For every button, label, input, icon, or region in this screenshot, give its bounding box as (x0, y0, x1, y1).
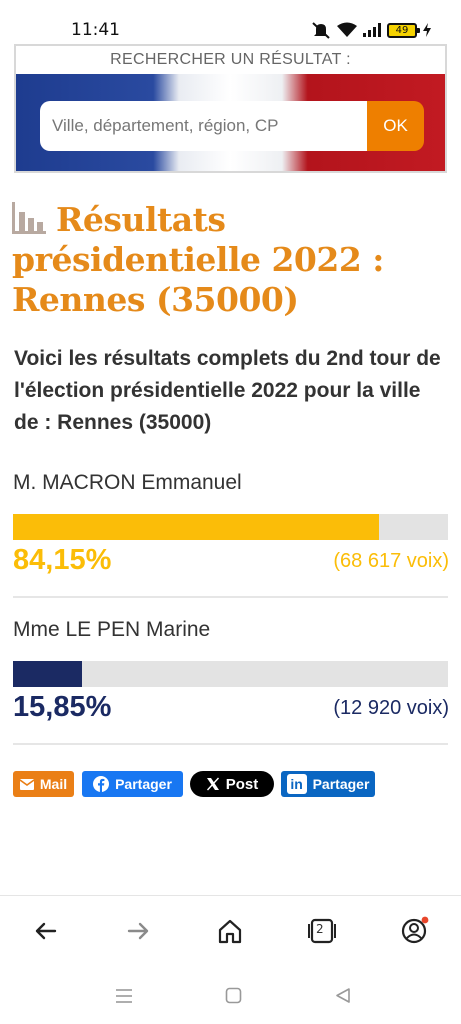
tabs-button[interactable]: 2 (307, 916, 337, 946)
status-time: 11:41 (71, 20, 120, 40)
status-icons: 49 (311, 20, 431, 40)
back-arrow-icon[interactable] (31, 916, 61, 946)
search-banner: RECHERCHER UN RÉSULTAT : OK (14, 44, 447, 173)
system-back-icon[interactable] (335, 987, 351, 1004)
result-bar-fill (13, 661, 82, 687)
candidate-result: Mme LE PEN Marine 15,85% (12 920 voix) (13, 617, 449, 727)
facebook-icon (93, 776, 110, 792)
home-icon[interactable] (215, 916, 245, 946)
linkedin-icon: in (286, 774, 307, 794)
page-title-block: Résultats présidentielle 2022 : Rennes (… (12, 200, 452, 320)
result-bar-track (13, 514, 448, 540)
signal-icon (363, 23, 381, 37)
share-linkedin-label: Partager (312, 776, 370, 792)
candidate-votes: (12 920 voix) (333, 697, 449, 719)
browser-toolbar: 2 (0, 895, 461, 967)
share-linkedin-button[interactable]: in Partager (281, 771, 375, 797)
wifi-icon (337, 22, 357, 37)
share-x-button[interactable]: Post (190, 771, 274, 797)
account-icon[interactable] (399, 916, 429, 946)
share-x-label: Post (225, 775, 259, 793)
forward-arrow-icon[interactable] (123, 916, 153, 946)
candidate-name: Mme LE PEN Marine (13, 618, 211, 641)
recent-apps-icon[interactable] (115, 988, 133, 1004)
candidate-percent: 15,85% (13, 691, 112, 723)
intro-text: Voici les résultats complets du 2nd tour… (14, 347, 441, 434)
share-facebook-button[interactable]: Partager (82, 771, 183, 797)
tab-count: 2 (316, 922, 324, 936)
mail-icon (19, 778, 34, 790)
divider (13, 596, 448, 598)
status-bar: 11:41 49 (0, 0, 461, 52)
search-label: RECHERCHER UN RÉSULTAT : (16, 46, 445, 74)
tabs-icon (308, 918, 336, 944)
charging-icon (423, 23, 431, 37)
share-facebook-label: Partager (115, 776, 172, 792)
result-bar-fill (13, 514, 380, 540)
bar-chart-icon (12, 202, 46, 234)
divider (13, 743, 448, 745)
system-navigation-bar (0, 968, 461, 1024)
candidate-votes: (68 617 voix) (333, 550, 449, 572)
share-mail-label: Mail (39, 776, 68, 792)
x-logo-icon (206, 777, 219, 791)
mute-bell-icon (312, 22, 330, 39)
search-ok-button[interactable]: OK (367, 101, 424, 151)
result-bar-track (13, 661, 448, 687)
search-input[interactable] (40, 101, 368, 151)
candidate-name: M. MACRON Emmanuel (13, 471, 242, 494)
battery-icon: 49 (387, 22, 420, 38)
share-mail-button[interactable]: Mail (13, 771, 74, 797)
candidate-result: M. MACRON Emmanuel 84,15% (68 617 voix) (13, 470, 449, 580)
system-home-icon[interactable] (225, 987, 242, 1004)
candidate-percent: 84,15% (13, 544, 112, 576)
page-title: Résultats présidentielle 2022 : Rennes (… (12, 200, 384, 319)
